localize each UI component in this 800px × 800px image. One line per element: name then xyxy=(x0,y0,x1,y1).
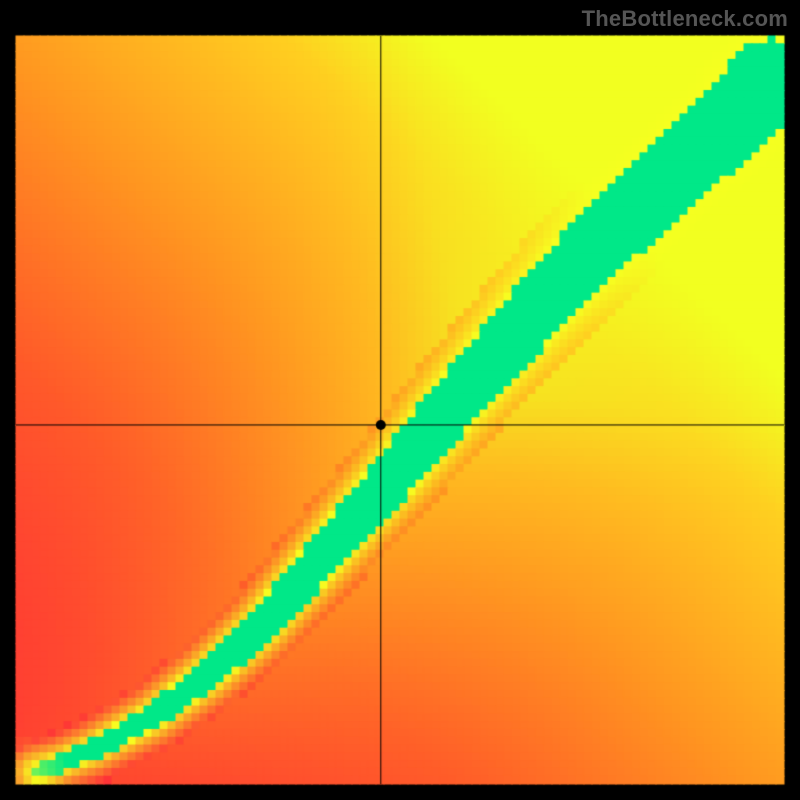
bottleneck-heatmap xyxy=(0,0,800,800)
watermark-label: TheBottleneck.com xyxy=(582,6,788,32)
